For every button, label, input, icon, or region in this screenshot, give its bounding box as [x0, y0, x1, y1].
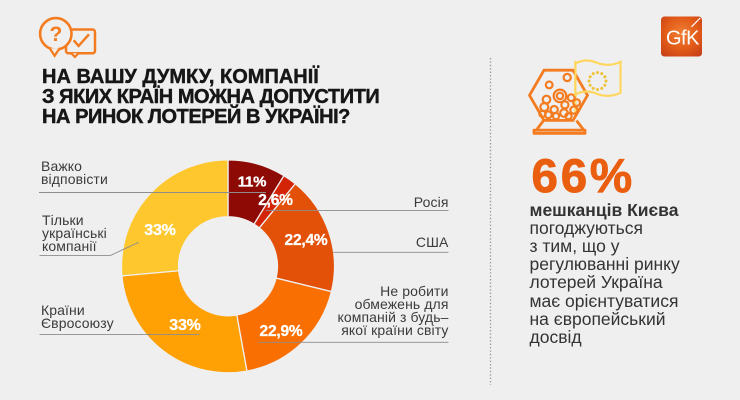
- svg-text:GfK: GfK: [666, 28, 700, 50]
- svg-text:?: ?: [49, 23, 62, 46]
